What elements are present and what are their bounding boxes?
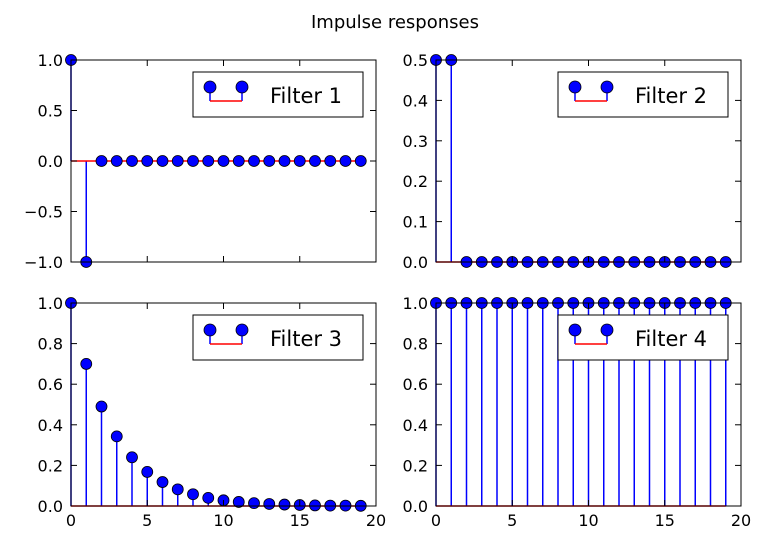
- ytick-label: 0.8: [403, 335, 428, 354]
- panel-1: −1.0 −0.5 0.0 0.5 1.0 Filter 1: [24, 51, 377, 272]
- ytick-label: 0.5: [403, 51, 428, 70]
- panel-2: 0.0 0.1 0.2 0.3 0.4 0.5 Filter 2: [403, 51, 742, 272]
- data-point: [126, 451, 138, 464]
- data-point: [141, 465, 154, 478]
- ytick-label: 0.1: [403, 213, 428, 232]
- data-point: [232, 155, 245, 167]
- xtick-label: 15: [290, 511, 310, 530]
- legend-marker: [600, 323, 614, 337]
- data-point: [354, 155, 367, 167]
- xtick-label: 5: [142, 511, 152, 530]
- xtick-label: 10: [578, 511, 598, 530]
- data-point: [156, 155, 169, 167]
- ytick-label: 0.2: [403, 172, 428, 191]
- ytick-label: −0.5: [24, 203, 63, 222]
- ytick-label: 0.3: [403, 132, 428, 151]
- figure-title: Impulse responses: [311, 12, 479, 33]
- panel-4: 0.0 0.2 0.4 0.6 0.8 1.0 0 5 10 15 20 Filter 4: [403, 294, 752, 530]
- data-point: [309, 155, 321, 167]
- legend: Filter 4: [557, 314, 729, 361]
- ytick-label: 0.4: [403, 91, 428, 110]
- xtick-label: 5: [507, 511, 517, 530]
- data-point: [263, 155, 276, 167]
- xtick-label: 20: [366, 511, 386, 530]
- ytick-label: 0.6: [38, 375, 63, 394]
- xtick-label: 0: [66, 511, 76, 530]
- legend-marker: [203, 323, 217, 337]
- data-point: [217, 155, 230, 167]
- ytick-label: 0.0: [403, 497, 428, 516]
- data-point: [141, 155, 154, 167]
- data-point: [309, 499, 321, 512]
- legend-marker: [568, 323, 582, 337]
- legend-marker: [235, 323, 249, 337]
- data-point: [263, 498, 276, 510]
- data-point: [80, 357, 93, 370]
- plot-area: [65, 54, 367, 268]
- legend: Filter 2: [557, 71, 729, 118]
- legend-label: Filter 2: [635, 84, 707, 108]
- data-point: [278, 155, 291, 167]
- legend: Filter 1: [192, 71, 364, 118]
- data-point: [95, 155, 108, 167]
- data-point: [156, 476, 169, 488]
- ytick-label: 0.5: [38, 102, 63, 121]
- data-point: [278, 498, 291, 511]
- data-point: [187, 155, 199, 167]
- xtick-label: 10: [213, 511, 233, 530]
- ytick-label: 0.6: [403, 375, 428, 394]
- ytick-label: 0.0: [38, 497, 63, 516]
- panel-3: 0.0 0.2 0.4 0.6 0.8 1.0 0 5 10 15 20 Filter 3: [38, 294, 387, 530]
- data-point: [110, 155, 123, 167]
- data-point: [126, 155, 138, 167]
- legend-marker: [600, 80, 614, 94]
- ytick-label: 0.0: [403, 253, 428, 272]
- data-point: [95, 400, 108, 413]
- legend-box: [557, 314, 729, 361]
- xtick-label: 0: [431, 511, 441, 530]
- plot-area: [430, 297, 732, 507]
- legend-marker: [203, 80, 217, 94]
- data-point: [202, 155, 215, 167]
- ytick-label: 0.4: [403, 416, 428, 435]
- ytick-label: 1.0: [38, 294, 63, 313]
- data-point: [248, 155, 260, 167]
- xtick-label: 15: [655, 511, 675, 530]
- legend-label: Filter 3: [270, 327, 342, 351]
- legend-marker: [235, 80, 249, 94]
- data-point: [339, 155, 352, 167]
- data-point: [171, 155, 184, 167]
- data-point: [202, 491, 215, 504]
- data-point: [293, 155, 306, 167]
- legend-marker: [568, 80, 582, 94]
- data-point: [324, 155, 337, 167]
- ytick-label: 1.0: [403, 294, 428, 313]
- ytick-label: 0.2: [403, 456, 428, 475]
- legend-label: Filter 1: [270, 84, 342, 108]
- ytick-label: −1.0: [24, 253, 63, 272]
- data-point: [248, 497, 260, 510]
- legend-box: [192, 71, 364, 118]
- ytick-label: 1.0: [38, 51, 63, 70]
- legend-box: [557, 71, 729, 118]
- data-point: [110, 430, 123, 443]
- legend: Filter 3: [192, 314, 364, 361]
- data-point: [187, 488, 199, 501]
- legend-box: [192, 314, 364, 361]
- ytick-label: 0.8: [38, 335, 63, 354]
- xtick-label: 20: [731, 511, 751, 530]
- data-point: [232, 496, 245, 508]
- ytick-label: 0.2: [38, 456, 63, 475]
- ytick-label: 0.0: [38, 152, 63, 171]
- legend-label: Filter 4: [635, 327, 707, 351]
- ytick-label: 0.4: [38, 416, 63, 435]
- data-point: [171, 483, 184, 496]
